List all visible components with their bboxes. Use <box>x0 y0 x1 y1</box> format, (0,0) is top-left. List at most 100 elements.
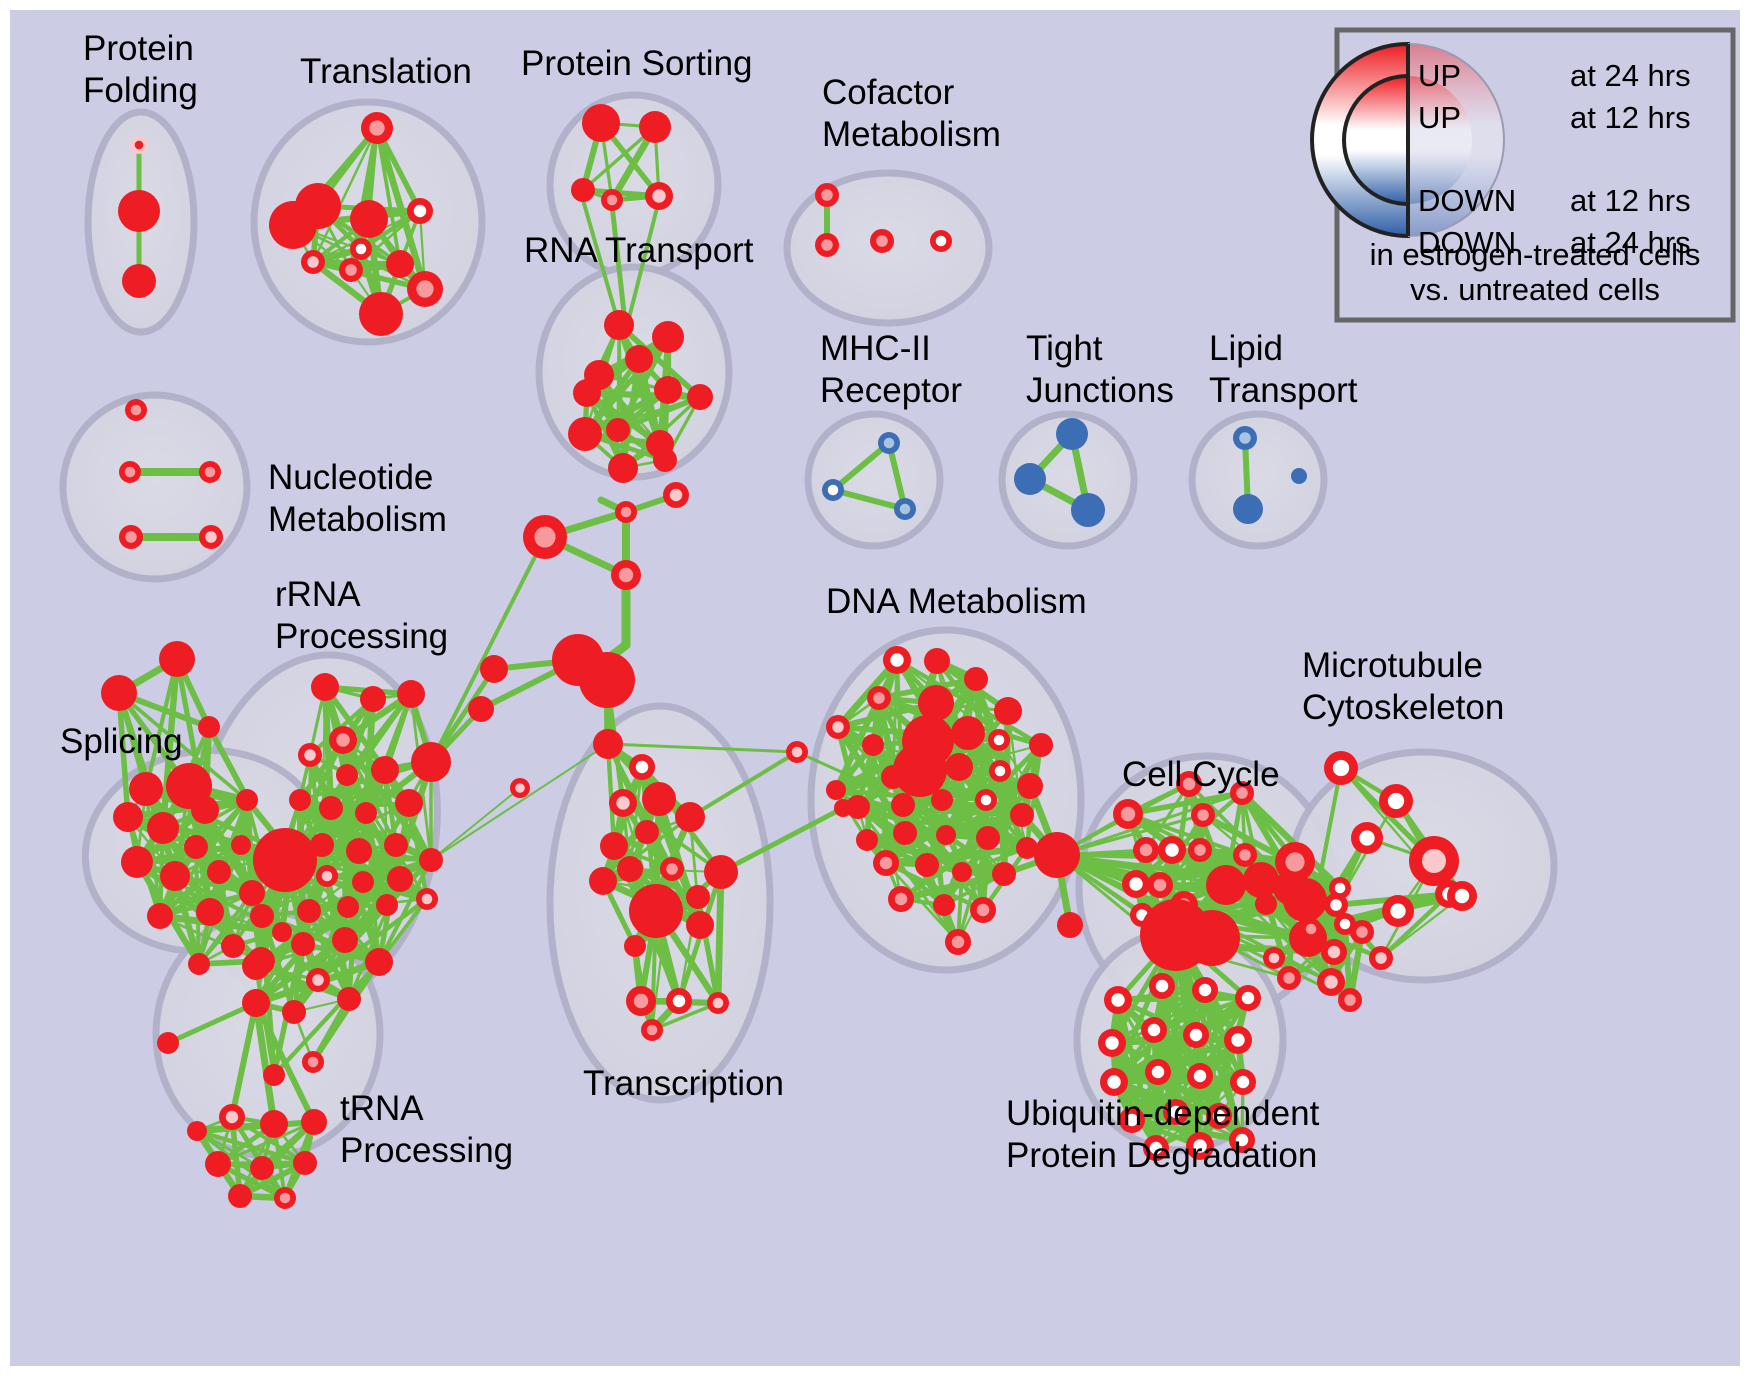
network-node[interactable] <box>994 697 1022 725</box>
network-node[interactable] <box>319 796 343 820</box>
network-node[interactable] <box>976 826 1000 850</box>
network-node[interactable] <box>293 1151 317 1175</box>
network-node[interactable] <box>253 828 317 892</box>
network-node[interactable] <box>228 1184 252 1208</box>
network-node[interactable] <box>187 1121 207 1141</box>
network-node[interactable] <box>384 833 408 857</box>
network-node[interactable] <box>624 935 646 957</box>
network-node[interactable] <box>571 178 595 202</box>
network-node[interactable] <box>893 821 917 845</box>
network-node[interactable] <box>122 264 156 298</box>
network-node[interactable] <box>856 829 878 851</box>
cluster-region-lipid-transport[interactable] <box>1188 410 1328 550</box>
network-node[interactable] <box>289 789 311 811</box>
network-node[interactable] <box>359 292 403 336</box>
cluster-region-mhc-ii-receptor[interactable] <box>804 410 944 550</box>
network-node[interactable] <box>184 835 208 859</box>
network-node[interactable] <box>360 686 386 712</box>
network-node[interactable] <box>468 696 494 722</box>
network-node[interactable] <box>205 1151 231 1177</box>
network-node[interactable] <box>159 641 195 677</box>
network-node[interactable] <box>387 866 413 892</box>
network-node[interactable] <box>653 448 677 472</box>
network-node[interactable] <box>686 911 714 939</box>
network-node[interactable] <box>1034 832 1080 878</box>
network-node[interactable] <box>1243 862 1279 898</box>
network-node[interactable] <box>365 948 393 976</box>
network-node[interactable] <box>579 652 635 708</box>
network-node[interactable] <box>652 321 684 353</box>
network-node[interactable] <box>337 987 361 1011</box>
network-node[interactable] <box>635 820 659 844</box>
network-node[interactable] <box>236 789 258 811</box>
network-node[interactable] <box>589 867 617 895</box>
network-node[interactable] <box>593 729 623 759</box>
network-node[interactable] <box>196 898 224 926</box>
cluster-region-nucleotide-metabolism[interactable] <box>59 391 251 583</box>
network-node[interactable] <box>625 345 653 373</box>
network-node[interactable] <box>936 825 956 845</box>
network-node[interactable] <box>250 904 274 928</box>
network-node[interactable] <box>129 772 163 806</box>
network-node[interactable] <box>1233 494 1263 524</box>
network-node[interactable] <box>297 899 321 923</box>
network-node[interactable] <box>160 861 190 891</box>
network-node[interactable] <box>604 310 634 340</box>
network-node[interactable] <box>654 376 682 404</box>
network-node[interactable] <box>386 250 414 278</box>
network-node[interactable] <box>282 1000 306 1024</box>
network-node[interactable] <box>1057 912 1083 938</box>
network-node[interactable] <box>573 379 601 407</box>
network-node[interactable] <box>480 655 508 683</box>
network-node[interactable] <box>951 716 985 750</box>
network-node[interactable] <box>260 1110 288 1138</box>
network-node[interactable] <box>704 855 738 889</box>
network-node[interactable] <box>964 667 988 691</box>
network-node[interactable] <box>397 680 425 708</box>
network-node[interactable] <box>1283 878 1327 922</box>
network-node[interactable] <box>198 716 220 738</box>
network-node[interactable] <box>617 856 643 882</box>
network-node[interactable] <box>918 685 954 721</box>
network-node[interactable] <box>332 927 358 953</box>
network-node[interactable] <box>1291 468 1307 484</box>
network-node[interactable] <box>891 793 915 817</box>
network-node[interactable] <box>639 111 671 143</box>
network-node[interactable] <box>346 838 372 864</box>
network-node[interactable] <box>272 922 292 942</box>
network-node[interactable] <box>1255 893 1277 915</box>
network-node[interactable] <box>893 743 947 797</box>
network-node[interactable] <box>337 896 359 918</box>
network-node[interactable] <box>1014 463 1046 495</box>
network-node[interactable] <box>269 201 317 249</box>
network-node[interactable] <box>846 795 870 819</box>
network-node[interactable] <box>301 1109 327 1135</box>
network-node[interactable] <box>924 648 950 674</box>
network-node[interactable] <box>291 932 315 956</box>
network-node[interactable] <box>371 756 399 784</box>
network-node[interactable] <box>642 782 676 816</box>
network-node[interactable] <box>952 862 972 882</box>
network-node[interactable] <box>101 675 137 711</box>
network-node[interactable] <box>147 903 173 929</box>
network-node[interactable] <box>1010 803 1034 827</box>
network-node[interactable] <box>933 894 955 916</box>
network-node[interactable] <box>419 848 443 872</box>
network-node[interactable] <box>118 190 160 232</box>
network-node[interactable] <box>355 802 377 824</box>
network-node[interactable] <box>606 418 630 442</box>
network-node[interactable] <box>629 884 683 938</box>
network-node[interactable] <box>1029 733 1053 757</box>
network-node[interactable] <box>207 860 231 884</box>
network-node[interactable] <box>336 764 358 786</box>
network-node[interactable] <box>121 846 153 878</box>
network-node[interactable] <box>350 200 388 238</box>
network-node[interactable] <box>242 989 270 1017</box>
network-node[interactable] <box>931 789 953 811</box>
network-node[interactable] <box>915 853 939 877</box>
network-node[interactable] <box>608 453 638 483</box>
network-node[interactable] <box>687 384 713 410</box>
network-node[interactable] <box>263 1064 285 1086</box>
network-node[interactable] <box>1017 773 1043 799</box>
network-node[interactable] <box>250 1156 274 1180</box>
